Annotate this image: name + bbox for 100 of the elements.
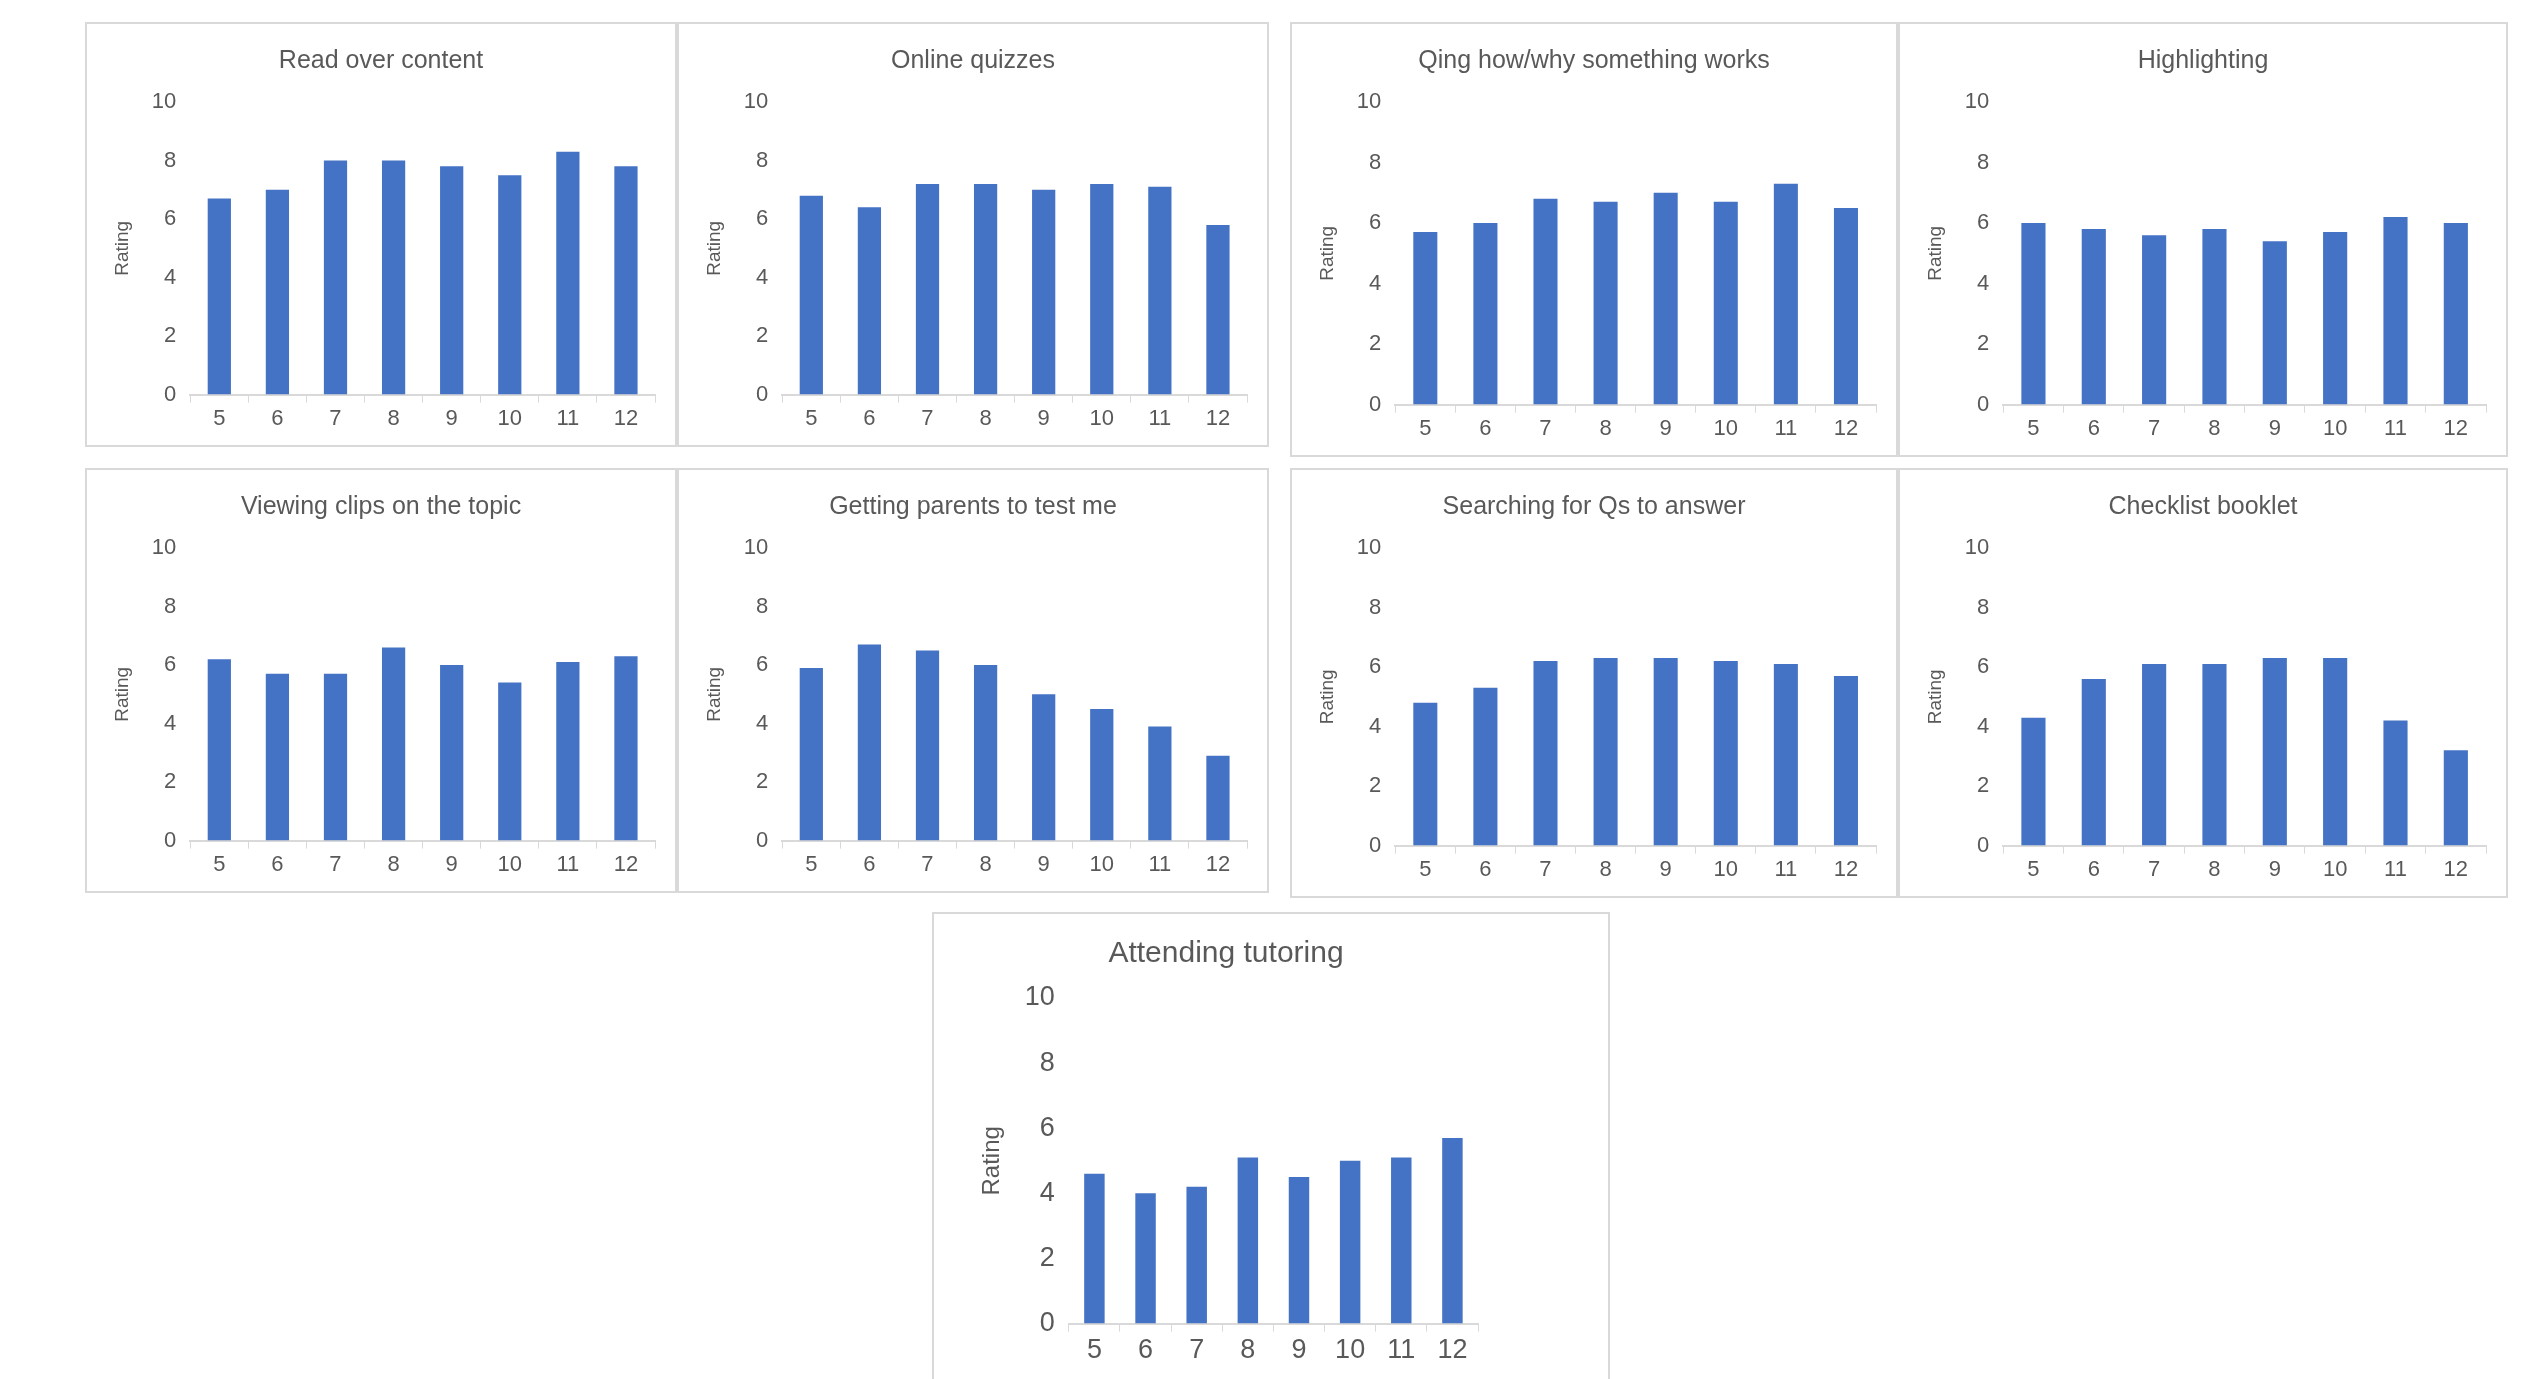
x-tick-label: 8 <box>387 404 400 430</box>
y-tick-label: 0 <box>164 826 177 852</box>
x-tick-label: 11 <box>2384 855 2407 881</box>
x-tick-label: 6 <box>2087 414 2100 440</box>
x-tick-label: 7 <box>329 404 342 430</box>
y-tick-label: 10 <box>1356 88 1382 114</box>
bar <box>1135 1193 1156 1324</box>
bar <box>614 656 638 841</box>
y-tick-label: 4 <box>756 709 769 735</box>
y-tick-label: 6 <box>164 651 177 677</box>
x-tick-label: 12 <box>1205 850 1231 876</box>
bar <box>1148 186 1172 395</box>
y-tick-label: 4 <box>756 263 769 289</box>
y-tick-label: 2 <box>1977 772 1990 798</box>
x-tick-label: 8 <box>387 850 400 876</box>
y-tick-label: 6 <box>756 205 769 231</box>
y-tick-label: 6 <box>1369 209 1382 235</box>
y-tick-label: 4 <box>164 263 177 289</box>
x-tick-label: 10 <box>1713 855 1739 881</box>
x-tick-label: 11 <box>1148 850 1172 876</box>
x-tick-label: 6 <box>1138 1334 1154 1365</box>
y-tick-label: 2 <box>756 322 769 348</box>
bar <box>1090 183 1114 395</box>
bar <box>1206 224 1230 395</box>
y-tick-label: 0 <box>1977 390 1990 416</box>
y-tick-label: 8 <box>1369 148 1382 174</box>
bar <box>556 151 580 395</box>
y-axis-title: Rating <box>977 1126 1005 1196</box>
x-tick-label: 5 <box>213 850 226 876</box>
y-tick-label: 6 <box>1977 653 1990 679</box>
y-tick-label: 8 <box>1977 593 1990 619</box>
x-tick-label: 9 <box>445 404 458 430</box>
x-tick-label: 6 <box>1479 414 1492 440</box>
x-tick-label: 12 <box>1833 414 1859 440</box>
y-axis-title: Rating <box>702 220 724 276</box>
x-tick-label: 8 <box>2208 414 2221 440</box>
bar <box>207 198 231 395</box>
y-tick-label: 2 <box>1369 330 1382 356</box>
y-tick-label: 4 <box>164 709 177 735</box>
y-tick-label: 2 <box>1369 772 1382 798</box>
x-tick-label: 9 <box>2268 855 2281 881</box>
chart-title: Viewing clips on the topic <box>240 490 522 519</box>
chart-title: Highlighting <box>2137 44 2269 73</box>
y-tick-label: 0 <box>756 826 769 852</box>
x-tick-label: 8 <box>1599 414 1612 440</box>
y-axis-title: Rating <box>110 220 132 276</box>
bar <box>973 665 998 841</box>
y-axis-title: Rating <box>1315 225 1337 281</box>
bar <box>2081 678 2106 846</box>
x-tick-label: 10 <box>1089 850 1115 876</box>
y-tick-label: 6 <box>1039 1111 1055 1142</box>
bar <box>440 166 464 395</box>
bar <box>2323 658 2348 846</box>
y-tick-label: 2 <box>1039 1241 1055 1272</box>
x-tick-label: 8 <box>2208 855 2221 881</box>
y-tick-label: 8 <box>756 592 769 618</box>
bar <box>323 673 348 841</box>
x-tick-label: 9 <box>1291 1334 1307 1365</box>
bar <box>381 160 406 395</box>
x-tick-label: 11 <box>1148 404 1172 430</box>
y-axis-title: Rating <box>1315 669 1337 725</box>
bar <box>323 160 348 395</box>
y-tick-label: 4 <box>1369 712 1382 738</box>
x-tick-label: 7 <box>329 850 342 876</box>
x-tick-label: 7 <box>1539 855 1552 881</box>
y-tick-label: 0 <box>164 380 177 406</box>
bar <box>1391 1157 1412 1324</box>
y-tick-label: 4 <box>1369 269 1382 295</box>
y-tick-label: 10 <box>1964 88 1990 114</box>
x-tick-label: 9 <box>1037 404 1050 430</box>
x-tick-label: 5 <box>2027 855 2040 881</box>
x-tick-label: 12 <box>613 850 639 876</box>
y-tick-label: 10 <box>743 534 769 560</box>
chart-title: Attending tutoring <box>1108 935 1344 969</box>
bar <box>973 183 998 395</box>
x-tick-label: 12 <box>1437 1334 1468 1365</box>
x-tick-label: 11 <box>1774 855 1798 881</box>
bar <box>440 665 464 841</box>
x-tick-label: 5 <box>1419 855 1432 881</box>
bar <box>1148 726 1172 841</box>
x-tick-label: 5 <box>805 850 818 876</box>
x-tick-label: 7 <box>921 404 934 430</box>
y-tick-label: 2 <box>164 768 177 794</box>
y-tick-label: 10 <box>1024 981 1055 1012</box>
bar <box>2202 664 2227 846</box>
x-tick-label: 9 <box>1659 855 1672 881</box>
x-tick-label: 5 <box>1419 414 1432 440</box>
y-tick-label: 8 <box>756 146 769 172</box>
bar <box>556 662 580 841</box>
x-tick-label: 8 <box>1240 1334 1256 1365</box>
y-axis-title: Rating <box>110 666 132 722</box>
bar <box>857 207 882 395</box>
y-tick-label: 4 <box>1039 1176 1055 1207</box>
y-tick-label: 0 <box>756 380 769 406</box>
x-tick-label: 6 <box>271 850 284 876</box>
x-tick-label: 10 <box>2322 855 2348 881</box>
y-tick-label: 10 <box>151 534 177 560</box>
x-tick-label: 12 <box>613 404 639 430</box>
y-tick-label: 6 <box>164 205 177 231</box>
bar <box>2262 658 2287 846</box>
